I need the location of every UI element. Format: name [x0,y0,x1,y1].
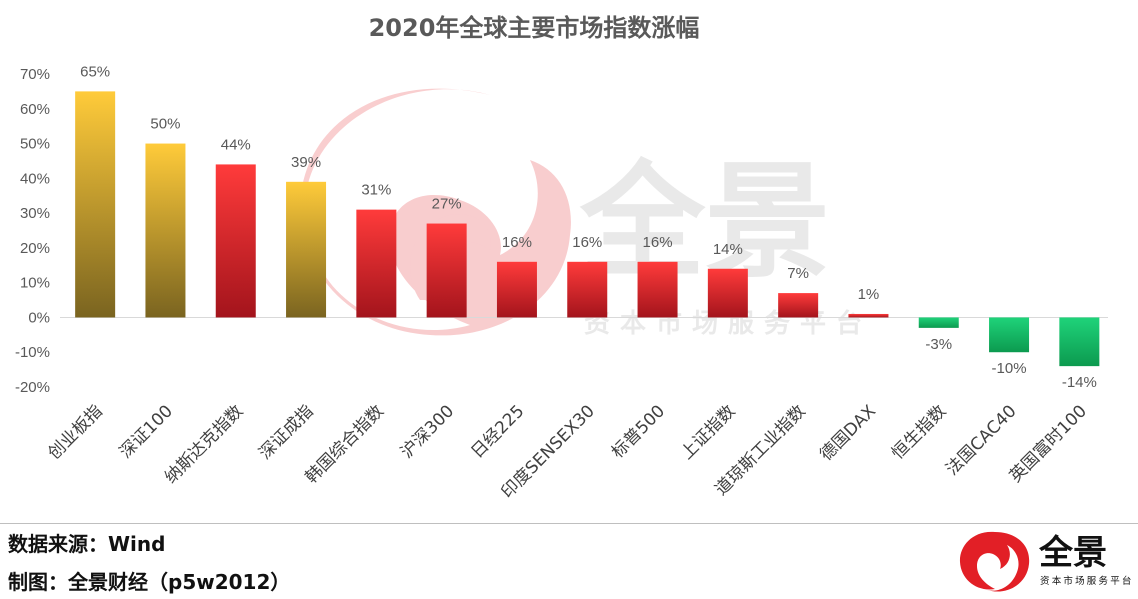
bar-韩国综合指数 [356,209,397,318]
data-label: 31% [361,182,391,199]
y-tick-label: 70% [20,66,50,83]
x-tick-label: 创业板指 [44,401,106,463]
bar-沪深300 [426,223,467,318]
bar-上证指数 [707,268,748,318]
bar-纳斯达克指数 [215,164,256,318]
brand-logo-tagline: 资本市场服务平台 [1040,575,1134,587]
data-labels: 65% 50% 44% 39% 31% 27% 16% 16% 16% 14% 7% 1% -3% -10… [80,63,1097,391]
x-tick-label: 沪深300 [397,401,458,462]
data-label: 1% [858,286,880,303]
y-tick-label: -20% [15,379,50,396]
data-label: 7% [787,265,809,282]
bar-法国CAC40 [989,317,1030,353]
bar-印度SENSEX30 [567,261,608,318]
data-label: 65% [80,63,110,80]
bar-道琼斯工业指数 [778,293,819,318]
brand-logo-icon [959,531,1030,592]
bar-深证100 [145,143,186,318]
data-label: 14% [713,241,743,258]
footer-divider [0,523,1138,524]
x-tick-label: 深证成指 [255,401,317,463]
data-label: -10% [992,360,1027,377]
data-label: -3% [925,336,952,353]
y-tick-label: 60% [20,101,50,118]
bar-标普500 [637,261,678,318]
data-label: 27% [432,196,462,213]
brand-logo-name: 全景 [1038,533,1107,573]
y-tick-label: 0% [28,309,50,326]
data-label: -14% [1062,374,1097,391]
chart-title: 2020年全球主要市场指数涨幅 [369,14,700,42]
x-tick-label: 德国DAX [816,401,880,465]
data-label: 39% [291,154,321,171]
x-tick-label: 恒生指数 [888,401,950,463]
watermark-brand: 全景 [579,150,830,295]
x-tick-label: 深证100 [116,401,177,462]
data-label: 16% [643,234,673,251]
x-tick-label: 上证指数 [677,401,739,463]
chart: 全景 资本市场服务平台 2020年全球主要市场指数涨幅 70%60%50%40%… [15,14,1108,503]
y-tick-label: 40% [20,170,50,187]
data-label: 44% [221,136,251,153]
bars [75,91,1100,367]
y-tick-label: -10% [15,344,50,361]
bar-创业板指 [75,91,116,318]
x-tick-label: 标普500 [608,401,669,462]
y-tick-label: 30% [20,205,50,222]
credit-note: 制图：全景财经（p5w2012） [8,570,291,594]
source-note: 数据来源：Wind [8,532,166,556]
brand-logo: 全景 资本市场服务平台 [959,531,1134,592]
data-label: 50% [150,116,180,133]
bar-德国DAX [848,313,889,318]
y-tick-label: 20% [20,240,50,257]
y-tick-label: 10% [20,275,50,292]
bar-英国富时100 [1059,317,1100,367]
data-label: 16% [572,234,602,251]
bar-深证成指 [286,181,327,318]
data-label: 16% [502,234,532,251]
x-tick-label: 日经225 [467,401,528,462]
bar-日经225 [496,261,537,318]
y-axis: 70% 60% 50% 40% 30% 20% 10% 0% -10% -20% [15,66,50,396]
bar-恒生指数 [918,317,959,328]
y-tick-label: 50% [20,136,50,153]
